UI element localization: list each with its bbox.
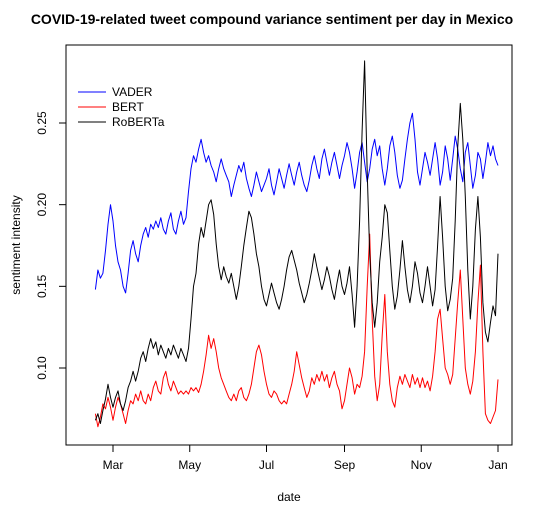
y-ticks: 0.10 0.15 0.20 0.25 — [35, 111, 66, 380]
x-tick-label: Mar — [103, 458, 124, 472]
legend-label-vader: VADER — [112, 85, 153, 99]
x-axis-label: date — [277, 490, 301, 504]
x-tick-label: Nov — [411, 458, 432, 472]
series-lines — [94, 60, 499, 428]
x-tick-label: May — [178, 458, 201, 472]
y-tick-label: 0.10 — [35, 356, 49, 380]
series-line-vader — [94, 112, 499, 294]
y-axis-label: sentiment intensity — [9, 195, 23, 294]
x-tick-label: Jan — [488, 458, 507, 472]
x-ticks: Mar May Jul Sep Nov Jan — [103, 445, 508, 472]
series-line-roberta — [94, 60, 499, 424]
y-tick-label: 0.25 — [35, 111, 49, 135]
y-tick-label: 0.15 — [35, 274, 49, 298]
legend-label-bert: BERT — [112, 100, 144, 114]
x-tick-label: Sep — [334, 458, 356, 472]
series-line-bert — [94, 233, 499, 428]
y-axis: 0.10 0.15 0.20 0.25 — [35, 111, 67, 380]
x-axis: Mar May Jul Sep Nov Jan — [103, 444, 508, 472]
x-tick-label: Jul — [259, 458, 274, 472]
chart-title: COVID-19-related tweet compound variance… — [31, 11, 513, 27]
legend-label-roberta: RoBERTa — [112, 115, 165, 129]
y-tick-label: 0.20 — [35, 193, 49, 217]
